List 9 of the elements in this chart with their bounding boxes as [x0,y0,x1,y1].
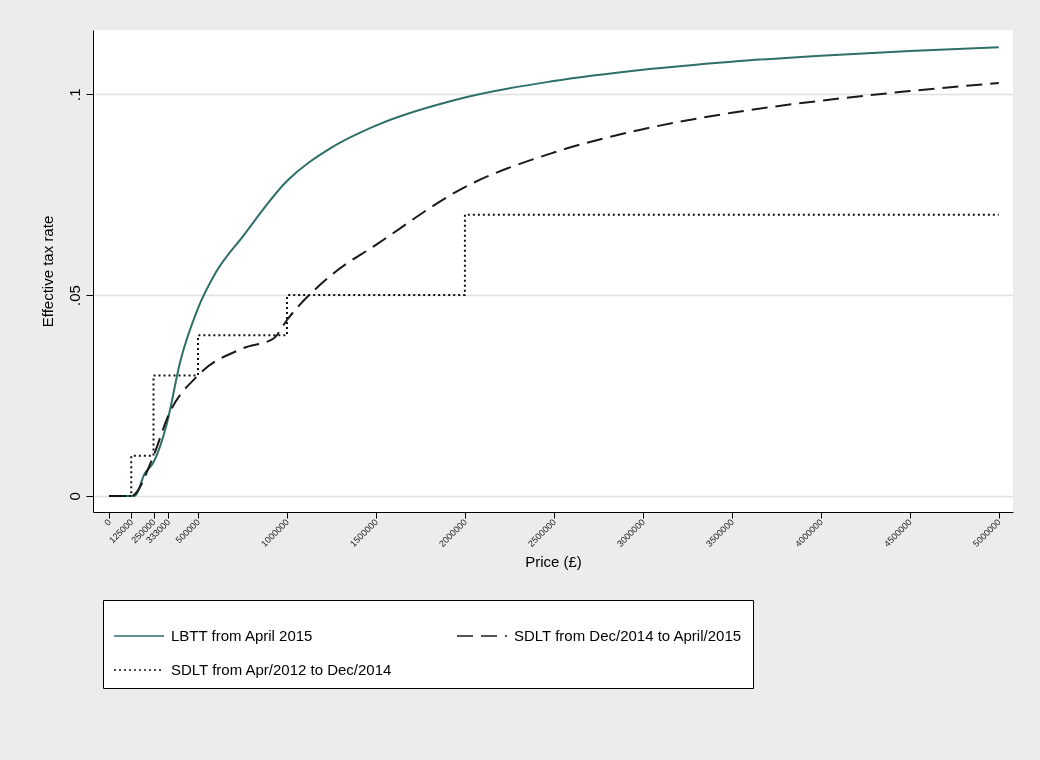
legend-label: SDLT from Dec/2014 to April/2015 [514,627,742,644]
y-tick-label: .05 [65,285,83,307]
y-axis-title: Effective tax rate [38,215,56,328]
y-tick-label: .1 [65,88,83,102]
x-axis-title: Price (£) [525,552,582,570]
x-tick-label: 0 [102,516,114,528]
y-tick-label: 0 [65,492,83,501]
legend-label: SDLT from Apr/2012 to Dec/2014 [171,661,392,678]
legend-label: LBTT from April 2015 [171,627,313,644]
